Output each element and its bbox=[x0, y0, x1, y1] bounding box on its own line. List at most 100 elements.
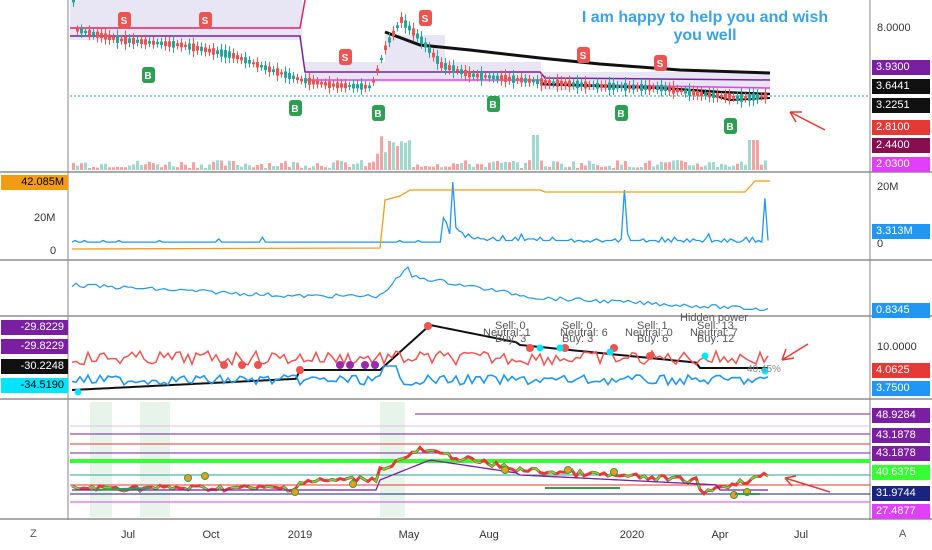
candle-body bbox=[108, 34, 111, 41]
cumulative-line bbox=[71, 180, 770, 250]
volume-bar bbox=[216, 160, 219, 170]
pane4-dot bbox=[361, 361, 369, 369]
candle-body bbox=[192, 43, 195, 52]
candle-body bbox=[124, 36, 127, 45]
volume-bar bbox=[308, 167, 311, 170]
candle-body bbox=[556, 79, 559, 87]
corner-left[interactable]: Z bbox=[30, 528, 37, 540]
pane5-dot bbox=[501, 466, 509, 474]
candle-body bbox=[440, 62, 443, 68]
candle-body bbox=[388, 37, 391, 43]
candle-body bbox=[680, 89, 683, 93]
candle-body bbox=[236, 55, 239, 60]
volume-bar bbox=[228, 160, 231, 170]
left-tag-bg bbox=[1, 320, 68, 335]
candle-body bbox=[644, 84, 647, 91]
volume-bar bbox=[544, 166, 547, 170]
volume-bar bbox=[364, 166, 367, 170]
volume-bar bbox=[344, 162, 347, 170]
volume-bar bbox=[444, 166, 447, 170]
volume-bar bbox=[564, 167, 567, 170]
candle-body bbox=[288, 73, 291, 79]
candle-body bbox=[152, 40, 155, 45]
pane3-line bbox=[71, 265, 769, 312]
x-tick-label: Jul bbox=[121, 529, 135, 541]
candle-body bbox=[216, 50, 219, 55]
buy-signal-marker bbox=[142, 67, 155, 83]
volume-bar bbox=[616, 160, 619, 170]
volume-bar bbox=[332, 162, 335, 170]
pane4-dot bbox=[561, 344, 569, 352]
sell-signal-marker bbox=[339, 49, 352, 65]
volume-bar bbox=[700, 166, 703, 170]
candle-body bbox=[512, 75, 515, 83]
pane4-signal-label: Sell: 13 bbox=[697, 320, 734, 332]
volume-bar bbox=[464, 160, 467, 170]
volume-bar bbox=[324, 167, 327, 170]
volume-bar bbox=[420, 166, 423, 170]
candle-body bbox=[580, 82, 583, 87]
candle-body bbox=[156, 41, 159, 45]
band-line bbox=[70, 35, 771, 81]
volume-bar bbox=[528, 160, 531, 170]
volume-bar bbox=[556, 161, 559, 170]
candle-body bbox=[692, 90, 695, 96]
candle-body bbox=[76, 28, 79, 32]
x-tick-label: Aug bbox=[479, 529, 499, 541]
candle-body bbox=[308, 77, 311, 85]
candle-body bbox=[328, 81, 331, 89]
candle-body bbox=[380, 57, 383, 61]
volume-bar bbox=[156, 164, 159, 170]
candle-body bbox=[576, 80, 579, 89]
candle-body bbox=[320, 82, 323, 85]
pane4-dot bbox=[346, 361, 354, 369]
volume-bar bbox=[300, 167, 303, 170]
volume-bar bbox=[636, 167, 639, 170]
candle-body bbox=[696, 91, 699, 96]
candle-body bbox=[720, 94, 723, 98]
pane4-blue-line bbox=[71, 365, 769, 387]
price-tag-bg bbox=[872, 60, 930, 75]
arrow-annotation bbox=[789, 111, 826, 131]
volume-bar bbox=[468, 163, 471, 170]
sell-signal-label: S bbox=[657, 59, 664, 70]
candle-body bbox=[344, 83, 347, 89]
volume-last-tag: 3.313M bbox=[872, 224, 930, 239]
pane4-signal-label: Sell: 0 bbox=[495, 320, 526, 332]
volume-bar bbox=[416, 164, 419, 170]
volume-bar bbox=[112, 167, 115, 170]
volume-bar bbox=[164, 164, 167, 170]
candle-body bbox=[428, 47, 431, 53]
volume-bar bbox=[272, 166, 275, 170]
candle-body bbox=[596, 82, 599, 89]
volume-bar bbox=[532, 135, 535, 170]
volume-bar bbox=[320, 165, 323, 170]
candle-body bbox=[420, 36, 423, 44]
volume-bar bbox=[212, 161, 215, 170]
candle-body bbox=[756, 94, 759, 100]
volume-bar bbox=[584, 165, 587, 170]
candle-body bbox=[144, 39, 147, 45]
candle-body bbox=[132, 37, 135, 45]
candle-body bbox=[660, 84, 663, 92]
volume-bar bbox=[140, 165, 143, 170]
candle-body bbox=[248, 59, 251, 64]
buy-signal-label: B bbox=[489, 100, 496, 111]
volume-bar bbox=[312, 166, 315, 170]
corner-right[interactable]: A bbox=[899, 528, 907, 540]
volume-bar bbox=[188, 167, 191, 170]
candle-body bbox=[224, 50, 227, 58]
sell-signal-label: S bbox=[342, 53, 349, 64]
volume-bar bbox=[384, 152, 387, 170]
candle-body bbox=[468, 71, 471, 78]
price-tag-bg bbox=[872, 79, 930, 94]
sell-signal-marker bbox=[419, 10, 432, 26]
pane4-signal-label: Neutral: 1 bbox=[483, 327, 531, 339]
pane5-dot bbox=[610, 468, 618, 476]
price-tag-5: 2.4400 bbox=[876, 139, 910, 151]
x-tick-label: Jul bbox=[794, 529, 808, 541]
candle-body bbox=[444, 63, 447, 70]
pane4-signal-label: Sell: 1 bbox=[637, 320, 668, 332]
